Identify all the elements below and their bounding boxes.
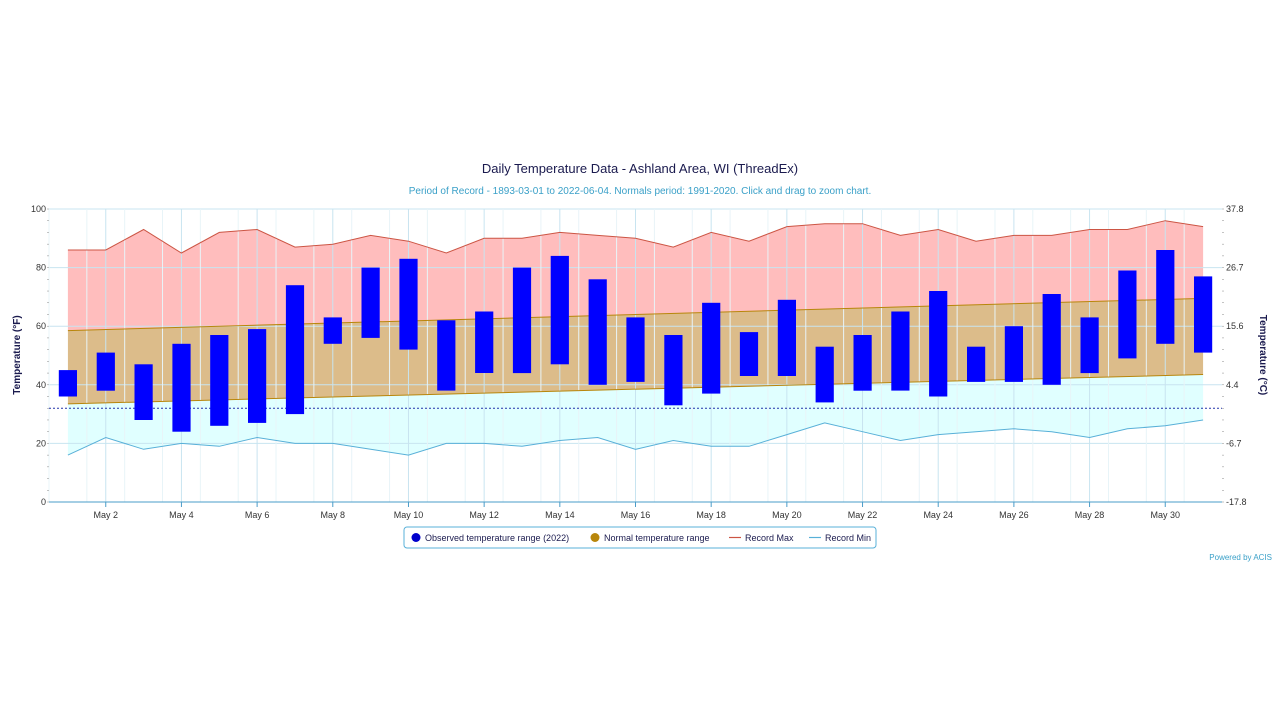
observed-bar[interactable] — [210, 335, 229, 426]
legend-normal-label: Normal temperature range — [604, 533, 710, 543]
observed-bar[interactable] — [815, 346, 834, 403]
observed-bar[interactable] — [588, 279, 607, 385]
x-tick-label: May 22 — [848, 510, 878, 520]
observed-bar[interactable] — [739, 332, 759, 376]
chart-subtitle: Period of Record - 1893-03-01 to 2022-06… — [409, 186, 871, 197]
record-min-line — [67, 419, 1204, 456]
observed-bar[interactable] — [285, 285, 305, 415]
observed-bar[interactable] — [777, 299, 796, 376]
x-tick-label: May 26 — [999, 510, 1029, 520]
observed-bar[interactable] — [626, 317, 645, 382]
observed-bar[interactable] — [664, 335, 683, 406]
y-right-tick-label: 37.8 — [1226, 204, 1244, 214]
x-tick-label: May 12 — [469, 510, 499, 520]
y-axis-right-title: Temperature (°C) — [1257, 315, 1268, 396]
x-axis: May 2 May 4 May 6 May 8 May 10 May 12 May 14 Ma… — [94, 502, 1180, 520]
observed-bar[interactable] — [967, 346, 986, 382]
y-axis-left-title: Temperature (°F) — [12, 315, 23, 394]
x-tick-label: May 28 — [1075, 510, 1105, 520]
y-right-tick-label: 26.7 — [1226, 263, 1244, 273]
observed-bar[interactable] — [1156, 250, 1175, 344]
y-axis-left: 0 20 40 60 80 100 — [31, 204, 49, 507]
record-max-line — [67, 220, 1204, 254]
y-left-tick-label: 100 — [31, 204, 46, 214]
legend: Observed temperature range (2022) Normal… — [403, 526, 877, 549]
acis-credit-link[interactable]: Powered by ACIS — [1209, 553, 1272, 562]
legend-normal-marker — [590, 533, 600, 542]
observed-bar[interactable] — [1004, 326, 1023, 382]
y-right-tick-label: 15.6 — [1226, 321, 1244, 331]
x-tick-label: May 2 — [94, 510, 119, 520]
x-tick-label: May 10 — [394, 510, 424, 520]
observed-bar[interactable] — [134, 364, 153, 420]
observed-bar[interactable] — [58, 370, 77, 397]
y-left-tick-label: 0 — [41, 497, 46, 507]
y-left-tick-label: 40 — [36, 380, 46, 390]
y-right-tick-label: 4.4 — [1226, 380, 1239, 390]
observed-bar[interactable] — [550, 255, 569, 365]
observed-bar[interactable] — [361, 267, 380, 338]
observed-bar[interactable] — [853, 335, 872, 391]
observed-bar[interactable] — [929, 291, 948, 397]
x-tick-label: May 24 — [923, 510, 953, 520]
legend-observed-label: Observed temperature range (2022) — [425, 533, 569, 543]
x-tick-label: May 14 — [545, 510, 575, 520]
legend-observed-marker — [411, 533, 421, 542]
x-tick-label: May 6 — [245, 510, 270, 520]
observed-bar[interactable] — [1080, 317, 1099, 374]
observed-bar[interactable] — [399, 258, 418, 350]
y-axis-right: -17.8 -6.7 4.4 15.6 26.7 37.8 — [1222, 204, 1247, 507]
x-tick-label: May 30 — [1150, 510, 1180, 520]
x-tick-label: May 8 — [321, 510, 346, 520]
observed-bar[interactable] — [1042, 294, 1061, 385]
legend-record-max-label: Record Max — [745, 533, 794, 543]
plot-area[interactable] — [48, 208, 1222, 503]
observed-bar[interactable] — [437, 320, 456, 391]
legend-record-min-label: Record Min — [825, 533, 871, 543]
y-left-tick-label: 60 — [36, 321, 46, 331]
observed-bar[interactable] — [172, 343, 191, 432]
y-left-tick-label: 20 — [36, 438, 46, 448]
normal-high-line — [67, 297, 1204, 332]
observed-bar[interactable] — [475, 311, 494, 374]
observed-bar[interactable] — [1194, 276, 1213, 353]
legend-item-record-max[interactable]: Record Max — [729, 533, 794, 543]
observed-bar[interactable] — [323, 317, 342, 344]
chart-title: Daily Temperature Data - Ashland Area, W… — [482, 161, 798, 176]
y-right-tick-label: -6.7 — [1226, 438, 1242, 448]
legend-item-observed[interactable]: Observed temperature range (2022) — [411, 533, 570, 543]
x-tick-label: May 16 — [621, 510, 651, 520]
legend-item-normal[interactable]: Normal temperature range — [590, 533, 710, 543]
x-tick-label: May 20 — [772, 510, 802, 520]
observed-bar[interactable] — [512, 267, 532, 374]
observed-bar[interactable] — [891, 311, 910, 391]
observed-bar[interactable] — [96, 352, 115, 391]
x-tick-label: May 18 — [696, 510, 726, 520]
observed-bar[interactable] — [248, 329, 267, 423]
x-tick-label: May 4 — [169, 510, 194, 520]
observed-bar[interactable] — [702, 302, 721, 394]
legend-box — [403, 526, 877, 549]
y-right-tick-label: -17.8 — [1226, 497, 1247, 507]
legend-item-record-min[interactable]: Record Min — [809, 533, 871, 543]
y-left-tick-label: 80 — [36, 263, 46, 273]
observed-bar[interactable] — [1118, 270, 1137, 359]
